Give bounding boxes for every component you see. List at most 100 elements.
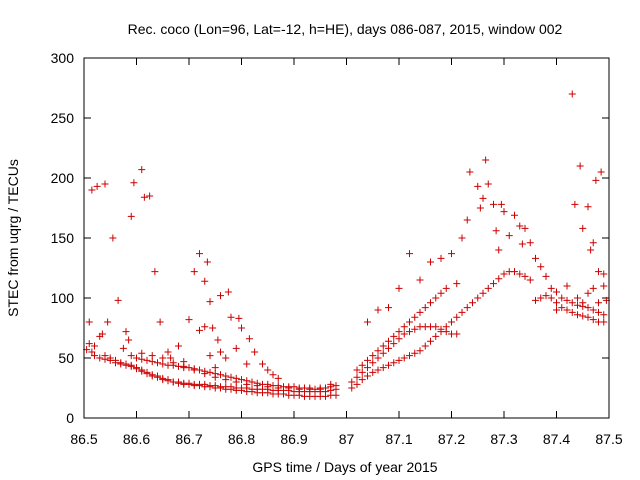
data-point [164, 377, 172, 385]
data-point [406, 328, 413, 336]
data-point [576, 162, 584, 170]
data-point [222, 354, 230, 362]
data-point [490, 200, 497, 208]
data-point [379, 364, 387, 372]
data-point [547, 284, 555, 292]
data-point [211, 382, 219, 390]
data-point [395, 328, 403, 336]
data-point [364, 318, 371, 326]
data-point [595, 308, 602, 316]
data-point [206, 368, 214, 376]
data-point [411, 313, 419, 321]
data-point [196, 250, 203, 258]
data-point [547, 294, 555, 302]
data-point [442, 284, 450, 292]
data-point [114, 296, 122, 304]
data-point [558, 294, 566, 302]
data-point [358, 368, 366, 376]
data-point [432, 332, 440, 340]
data-point [421, 342, 429, 350]
y-axis-label: STEC from uqrg / TECUs [5, 159, 21, 317]
x-tick-label: 87.5 [595, 431, 622, 447]
data-point [232, 378, 240, 386]
data-point [353, 373, 361, 381]
data-point [411, 349, 419, 357]
data-point [500, 208, 508, 216]
data-point [537, 263, 545, 271]
data-point [238, 324, 245, 332]
data-point [98, 330, 106, 338]
data-point [416, 347, 424, 355]
data-point [458, 234, 466, 242]
data-point [574, 294, 581, 302]
data-point [374, 306, 382, 314]
data-point [484, 180, 492, 188]
data-point [563, 282, 571, 290]
data-point [571, 200, 579, 208]
data-point [600, 311, 608, 319]
x-tick-label: 86.8 [228, 431, 255, 447]
data-point [369, 359, 377, 367]
data-point [563, 306, 571, 314]
data-point [148, 358, 156, 366]
data-point [211, 364, 219, 372]
data-point [127, 352, 135, 360]
data-point [201, 323, 209, 331]
data-point [269, 371, 277, 379]
data-point [490, 280, 497, 288]
data-point [532, 296, 539, 304]
data-point [148, 352, 156, 360]
data-point [185, 316, 193, 324]
data-point [327, 380, 335, 388]
data-point [600, 282, 608, 290]
data-point [479, 194, 487, 202]
data-point [253, 382, 261, 390]
x-tick-label: 87.4 [543, 431, 570, 447]
data-point [526, 276, 534, 284]
data-point [127, 362, 135, 370]
data-point [584, 203, 592, 211]
data-point [400, 330, 408, 338]
data-point [154, 373, 161, 381]
data-point [579, 312, 587, 320]
data-point [416, 308, 424, 316]
data-point [169, 359, 177, 367]
data-point [101, 180, 109, 188]
data-point [203, 258, 211, 266]
data-point [532, 254, 539, 262]
data-point [122, 328, 130, 336]
data-point [214, 336, 222, 344]
data-point [574, 311, 581, 319]
data-point [112, 359, 119, 367]
data-point [390, 340, 398, 348]
data-point [190, 268, 198, 276]
data-point [374, 354, 382, 362]
data-point [406, 250, 413, 258]
x-axis-ticks: 86.5 86.6 86.7 86.8 86.9 87 87.1 87.2 87.3 87.4 87… [70, 58, 623, 447]
data-point [156, 318, 164, 326]
data-point [432, 323, 440, 331]
y-tick-label: 200 [51, 170, 75, 186]
data-point [592, 176, 600, 184]
data-point [353, 380, 361, 388]
data-point [448, 250, 455, 258]
data-point [227, 383, 235, 391]
data-point [133, 354, 140, 362]
data-point [180, 358, 188, 366]
data-point [479, 289, 487, 297]
y-tick-label: 0 [66, 410, 74, 426]
data-point [224, 288, 232, 296]
data-point [119, 344, 127, 352]
data-point [511, 211, 518, 219]
data-point [217, 371, 224, 379]
data-point [476, 204, 484, 212]
data-point [442, 328, 450, 336]
data-point [595, 299, 602, 307]
data-point [597, 168, 605, 176]
data-point [400, 354, 408, 362]
data-point [584, 313, 592, 321]
data-point [159, 360, 167, 368]
data-point [369, 352, 377, 360]
data-point [332, 391, 340, 399]
data-point [227, 313, 235, 321]
